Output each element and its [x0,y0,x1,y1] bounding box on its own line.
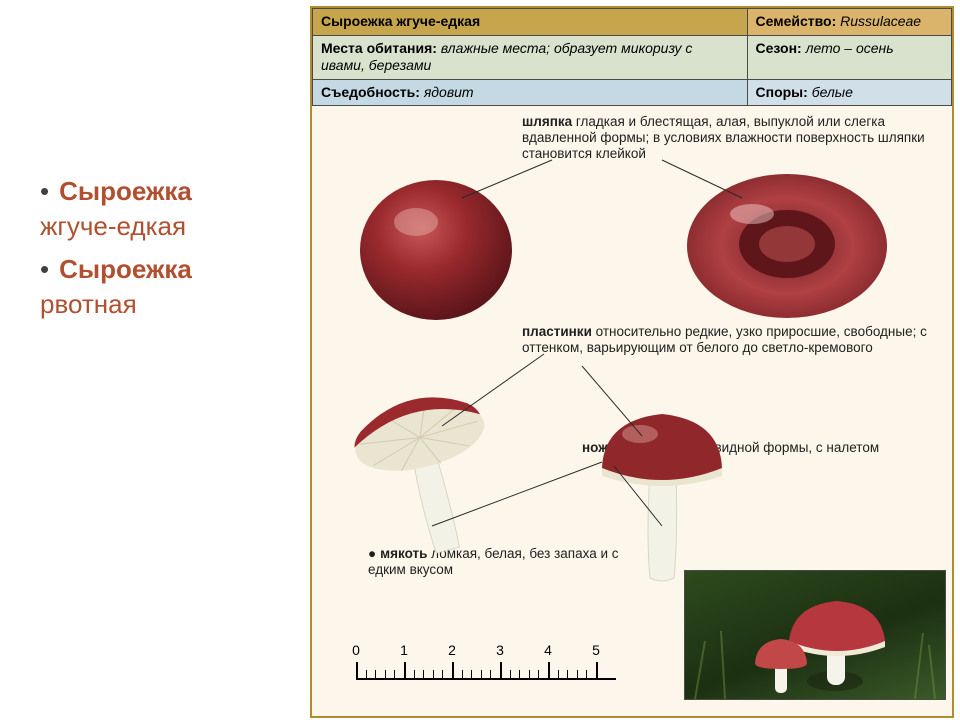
season-label: Сезон: [756,40,802,56]
mushroom-side-gills [342,376,502,566]
left-item-2-bold: Сыроежка [59,252,192,287]
family-label: Семейство: [756,13,837,29]
edibility-value: ядовит [424,84,474,100]
ruler-tick-label: 0 [352,642,360,658]
left-item-1-rest: жгуче-едкая [40,209,300,244]
left-item-1-bold: Сыроежка [59,174,192,209]
bullet-icon: • [40,174,49,209]
season-value: лето – осень [806,40,894,56]
spores-label: Споры: [756,84,808,100]
cap-description: шляпка гладкая и блестящая, алая, выпукл… [522,114,932,163]
ruler-tick-label: 1 [400,642,408,658]
family-value: Russulaceae [840,13,921,29]
cap-top-depressed [682,166,892,326]
gills-description: пластинки относительно редкие, узко прир… [522,324,932,356]
left-item-2-rest: рвотная [40,287,300,322]
info-table: Сыроежка жгуче-едкая Семейство: Russulac… [312,8,952,106]
left-bullet-list: • Сыроежка жгуче-едкая • Сыроежка рвотна… [40,170,300,326]
species-title: Сыроежка жгуче-едкая [321,13,480,29]
scale-ruler: 012345 [356,636,616,680]
habitat-label: Места обитания: [321,40,437,56]
spores-value: белые [812,84,853,100]
edibility-label: Съедобность: [321,84,420,100]
bullet-icon: • [40,252,49,287]
ruler-tick-label: 5 [592,642,600,658]
diagram-area: шляпка гладкая и блестящая, алая, выпукл… [312,106,952,706]
habitat-photo [684,570,946,700]
ruler-tick-label: 3 [496,642,504,658]
cap-top-convex [356,172,516,322]
mushroom-card: Сыроежка жгуче-едкая Семейство: Russulac… [310,6,954,718]
ruler-tick-label: 2 [448,642,456,658]
ruler-tick-label: 4 [544,642,552,658]
mushroom-side-profile [592,396,732,586]
